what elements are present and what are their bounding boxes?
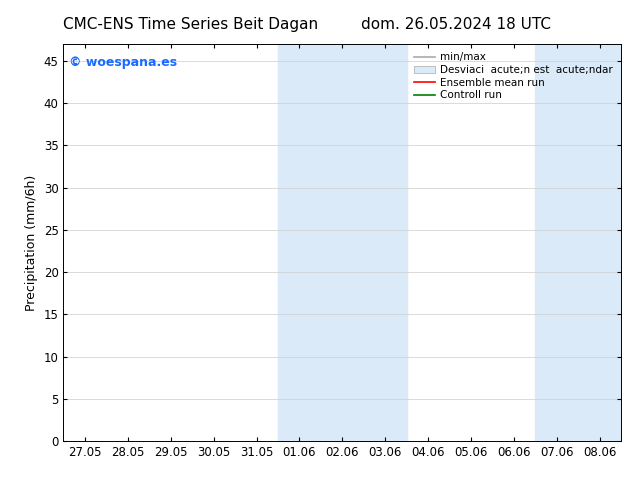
Bar — [321, 44, 407, 441]
Text: CMC-ENS Time Series Beit Dagan: CMC-ENS Time Series Beit Dagan — [63, 17, 318, 32]
Text: dom. 26.05.2024 18 UTC: dom. 26.05.2024 18 UTC — [361, 17, 552, 32]
Text: © woespana.es: © woespana.es — [69, 56, 177, 69]
Legend: min/max, Desviaci  acute;n est  acute;ndar, Ensemble mean run, Controll run: min/max, Desviaci acute;n est acute;ndar… — [411, 49, 616, 103]
Bar — [278, 44, 321, 441]
Y-axis label: Precipitation (mm/6h): Precipitation (mm/6h) — [25, 174, 38, 311]
Bar — [536, 44, 621, 441]
